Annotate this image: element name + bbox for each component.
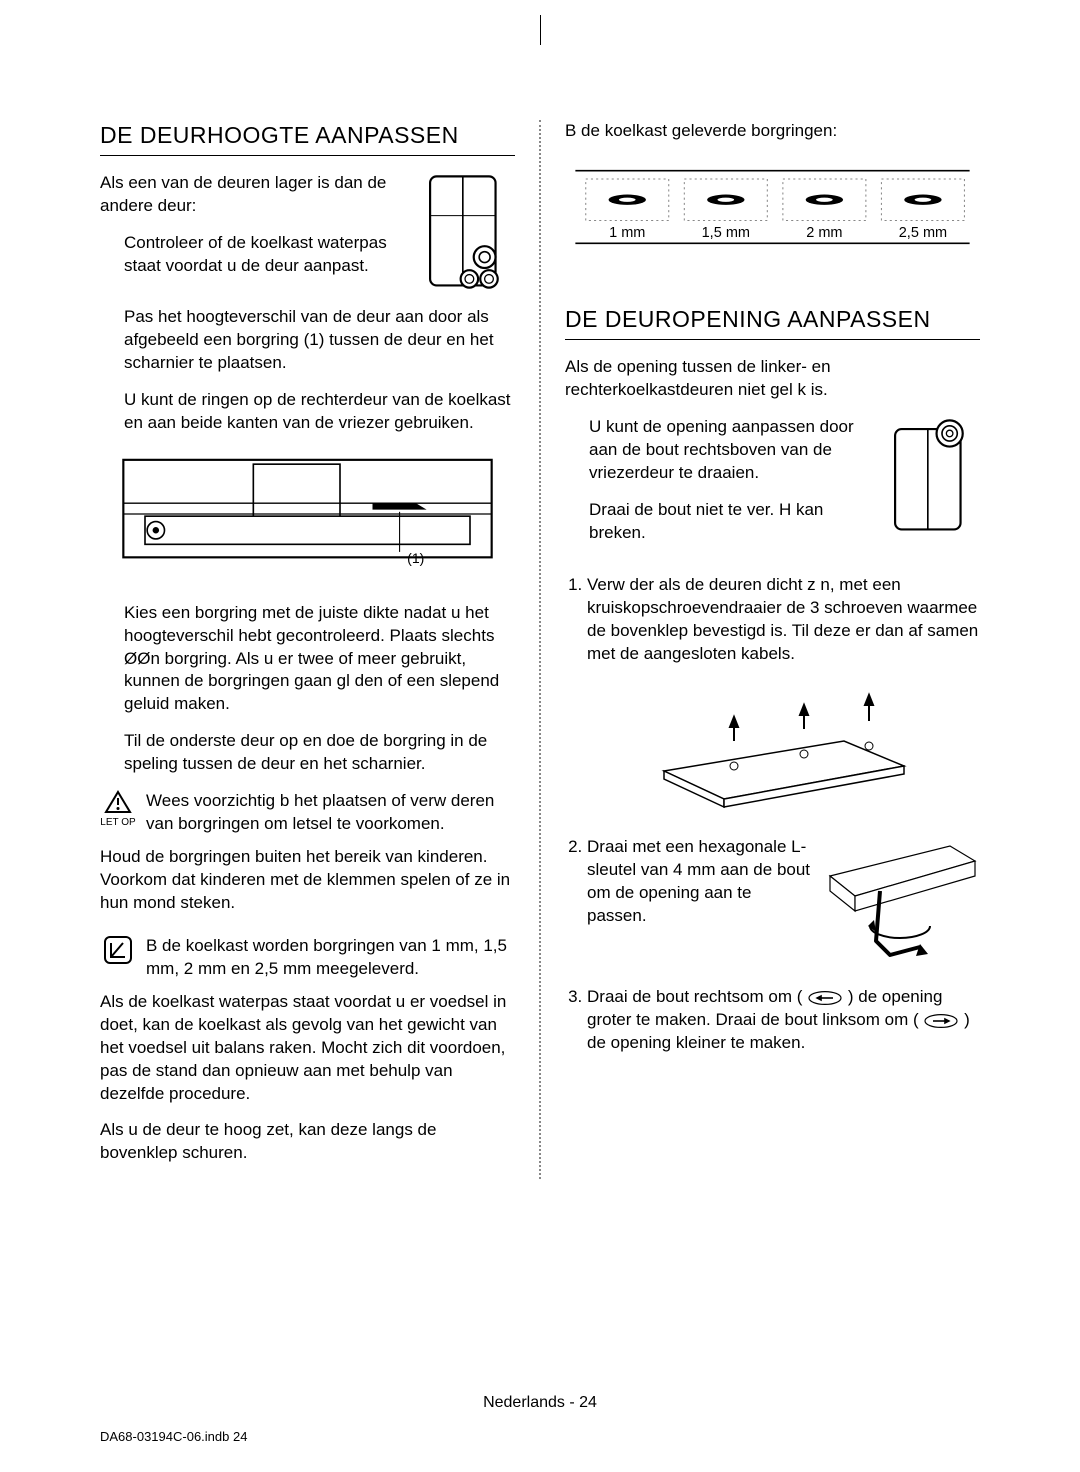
r-p1: Als de opening tussen de linker- en rech… (565, 356, 980, 402)
step-1: Verw der als de deuren dicht z n, met ee… (587, 574, 980, 816)
crop-mark (540, 15, 541, 45)
intro-with-fridge: Als een van de deuren lager is dan de an… (100, 172, 515, 292)
column-divider (539, 120, 541, 1179)
caution-label: LET OP (100, 817, 135, 828)
ring-label-3: 2,5 mm (899, 225, 947, 241)
p1: Als een van de deuren lager is dan de an… (100, 172, 405, 218)
intro-text: Als een van de deuren lager is dan de an… (100, 172, 405, 292)
fig-label: (1) (407, 549, 424, 565)
hex-wrench-illustration (820, 836, 980, 966)
fridge-top-bolt-illustration (880, 416, 980, 536)
p5: Kies een borgring met de juiste dikte na… (100, 602, 515, 717)
p2: Controleer of de koelkast waterpas staat… (100, 232, 405, 278)
section-heading-door-gap: DE DEUROPENING AANPASSEN (565, 304, 980, 340)
ring-label-1: 1,5 mm (702, 225, 750, 241)
two-column-layout: DE DEURHOOGTE AANPASSEN Als een van de d… (100, 120, 980, 1179)
gap-text: U kunt de opening aanpassen door aan de … (565, 416, 870, 545)
retaining-rings-table: 1 mm 1,5 mm 2 mm 2,5 mm (565, 157, 980, 257)
right-column: B de koelkast geleverde borgringen: 1 mm (565, 120, 980, 1179)
p11: Als u de deur te hoog zet, kan deze lang… (100, 1119, 515, 1165)
section-heading-door-height: DE DEURHOOGTE AANPASSEN (100, 120, 515, 156)
hinge-detail-illustration: (1) (100, 449, 515, 579)
r-p0: B de koelkast geleverde borgringen: (565, 120, 980, 143)
step3a: Draai de bout rechtsom om ( (587, 987, 802, 1006)
note-icon (100, 935, 136, 967)
p6: Til de onderste deur op en doe de borgri… (100, 730, 515, 776)
left-column: DE DEURHOOGTE AANPASSEN Als een van de d… (100, 120, 515, 1179)
caution-note: LET OP Wees voorzichtig b het plaatsen o… (100, 790, 515, 836)
ring-label-2: 2 mm (806, 225, 842, 241)
p4: U kunt de ringen op de rechterdeur van d… (100, 389, 515, 435)
r-p3: Draai de bout niet te ver. H kan breken. (589, 499, 870, 545)
p3: Pas het hoogteverschil van de deur aan d… (100, 306, 515, 375)
caution-icon: LET OP (100, 790, 136, 830)
step1-text: Verw der als de deuren dicht z n, met ee… (587, 575, 978, 663)
arrow-left-icon (807, 990, 843, 1006)
steps-list: Verw der als de deuren dicht z n, met ee… (565, 574, 980, 1055)
fridge-illustration (415, 172, 515, 292)
topcover-illustration (644, 676, 924, 816)
p7: Wees voorzichtig b het plaatsen of verw … (146, 790, 515, 836)
info-note: B de koelkast worden borgringen van 1 mm… (100, 935, 515, 981)
r-p2: U kunt de opening aanpassen door aan de … (589, 416, 870, 485)
gap-intro-with-fridge: U kunt de opening aanpassen door aan de … (565, 416, 980, 545)
page-footer: Nederlands - 24 (0, 1394, 1080, 1412)
step-2: Draai met een hexagonale L-sleutel van 4… (587, 836, 980, 966)
document-code: DA68-03194C-06.indb 24 (100, 1429, 247, 1444)
manual-page: DE DEURHOOGTE AANPASSEN Als een van de d… (0, 0, 1080, 1472)
step-3: Draai de bout rechtsom om ( ) de opening… (587, 986, 980, 1055)
p8: Houd de borgringen buiten het bereik van… (100, 846, 515, 915)
p9: B de koelkast worden borgringen van 1 mm… (146, 935, 515, 981)
p10: Als de koelkast waterpas staat voordat u… (100, 991, 515, 1106)
step2-text: Draai met een hexagonale L-sleutel van 4… (587, 837, 810, 925)
arrow-right-icon (923, 1013, 959, 1029)
ring-label-0: 1 mm (609, 225, 645, 241)
